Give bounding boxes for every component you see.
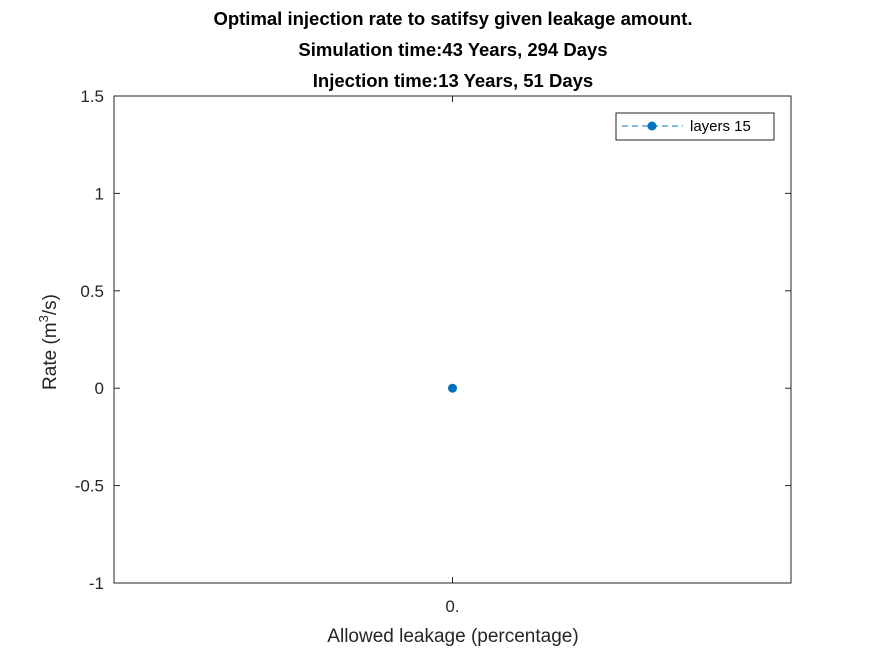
x-axis-ticks: 0.: [445, 96, 460, 616]
y-tick-label: 1: [95, 184, 104, 203]
legend: layers 15: [615, 112, 775, 141]
title-line-2: Simulation time:43 Years, 294 Days: [298, 39, 607, 60]
y-tick-label: 0: [95, 379, 104, 398]
legend-marker-sample: [647, 121, 657, 131]
y-axis-label-main: Rate (m: [40, 322, 61, 390]
y-axis-label-end: /s): [40, 294, 61, 315]
y-tick-label: -0.5: [75, 477, 104, 496]
plot-area: [113, 95, 792, 584]
y-axis-label-superscript: 3: [36, 315, 51, 322]
title-line-1: Optimal injection rate to satifsy given …: [213, 8, 692, 29]
title-line-3: Injection time:13 Years, 51 Days: [313, 70, 593, 91]
data-point: [448, 383, 457, 393]
series-layer: [448, 383, 457, 393]
y-axis-label: Rate (m3/s): [36, 294, 61, 390]
x-axis-label: Allowed leakage (percentage): [327, 626, 578, 647]
y-tick-label: 1.5: [80, 87, 104, 106]
chart-title: Optimal injection rate to satifsy given …: [213, 8, 692, 91]
x-tick-label: 0.: [445, 597, 459, 616]
y-tick-label: 0.5: [80, 282, 104, 301]
legend-entry-label: layers 15: [690, 118, 751, 135]
y-axis-ticks: -1 -0.5 0 0.5 1 1.5: [75, 87, 791, 593]
y-tick-label: -1: [89, 574, 104, 593]
